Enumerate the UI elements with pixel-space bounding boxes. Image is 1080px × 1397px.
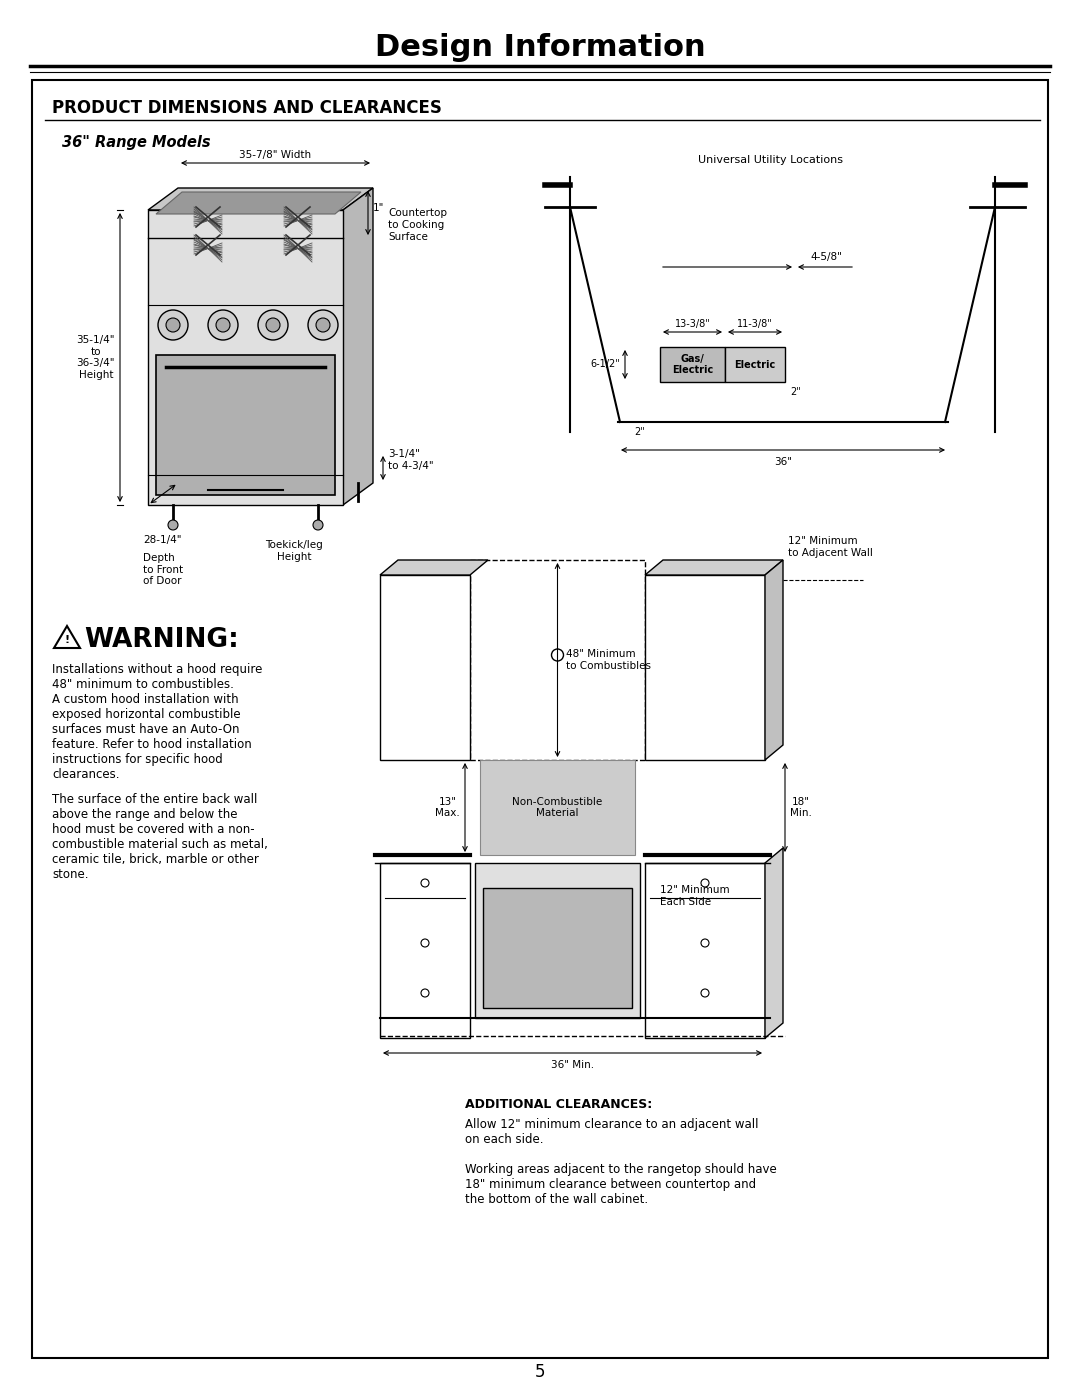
Text: 13-3/8": 13-3/8" — [675, 319, 711, 330]
Text: Installations without a hood require
48" minimum to combustibles.
A custom hood : Installations without a hood require 48"… — [52, 664, 262, 781]
Polygon shape — [343, 189, 373, 504]
Circle shape — [313, 520, 323, 529]
Text: 13"
Max.: 13" Max. — [435, 796, 460, 819]
Text: Allow 12" minimum clearance to an adjacent wall
on each side.

Working areas adj: Allow 12" minimum clearance to an adjace… — [465, 1118, 777, 1206]
Text: Non-Combustible
Material: Non-Combustible Material — [512, 796, 603, 819]
Text: 4-5/8": 4-5/8" — [810, 251, 842, 263]
Text: The surface of the entire back wall
above the range and below the
hood must be c: The surface of the entire back wall abov… — [52, 793, 268, 882]
Bar — [148, 210, 343, 504]
Polygon shape — [54, 626, 80, 648]
Text: WARNING:: WARNING: — [84, 627, 239, 652]
Circle shape — [266, 319, 280, 332]
Circle shape — [701, 989, 708, 997]
Text: 36" Range Models: 36" Range Models — [62, 136, 211, 151]
Text: 6-1/2": 6-1/2" — [591, 359, 620, 369]
Text: Design Information: Design Information — [375, 34, 705, 63]
Bar — [725, 346, 785, 381]
Text: 28-1/4": 28-1/4" — [143, 535, 181, 545]
Text: 5: 5 — [535, 1363, 545, 1382]
Polygon shape — [148, 189, 373, 210]
Text: Universal Utility Locations: Universal Utility Locations — [698, 155, 842, 165]
Circle shape — [258, 310, 288, 339]
Bar — [645, 863, 765, 1038]
Text: 1": 1" — [373, 203, 384, 212]
Text: 11-3/8": 11-3/8" — [738, 319, 773, 330]
Bar — [475, 863, 640, 1018]
Text: 48" Minimum
to Combustibles: 48" Minimum to Combustibles — [566, 650, 650, 671]
Bar — [470, 560, 645, 760]
Bar — [480, 760, 635, 855]
Text: 3-1/4"
to 4-3/4": 3-1/4" to 4-3/4" — [388, 450, 434, 471]
Polygon shape — [765, 848, 783, 1038]
Circle shape — [216, 319, 230, 332]
Text: Gas/
Electric: Gas/ Electric — [672, 353, 713, 376]
Bar — [380, 576, 470, 760]
Text: 2": 2" — [635, 427, 646, 437]
Circle shape — [208, 310, 238, 339]
Polygon shape — [765, 560, 783, 760]
Text: 35-1/4"
to
36-3/4"
Height: 35-1/4" to 36-3/4" Height — [77, 335, 114, 380]
Circle shape — [168, 520, 178, 529]
Circle shape — [308, 310, 338, 339]
Bar — [660, 346, 725, 381]
Text: Countertop
to Cooking
Surface: Countertop to Cooking Surface — [388, 208, 447, 242]
Text: 35-7/8" Width: 35-7/8" Width — [240, 149, 311, 161]
Text: 2": 2" — [789, 387, 800, 397]
Polygon shape — [156, 191, 361, 214]
Circle shape — [552, 650, 564, 661]
Text: Electric: Electric — [734, 359, 775, 369]
Circle shape — [421, 989, 429, 997]
Bar — [380, 863, 470, 1038]
Circle shape — [701, 939, 708, 947]
Circle shape — [316, 319, 330, 332]
Circle shape — [701, 879, 708, 887]
Bar — [645, 576, 765, 760]
Circle shape — [166, 319, 180, 332]
Polygon shape — [380, 560, 488, 576]
Polygon shape — [645, 560, 783, 576]
Text: 36": 36" — [774, 457, 792, 467]
Text: Toekick/leg
Height: Toekick/leg Height — [266, 541, 323, 562]
Text: Depth
to Front
of Door: Depth to Front of Door — [143, 553, 184, 587]
Text: 12" Minimum
Each Side: 12" Minimum Each Side — [660, 886, 730, 907]
Text: PRODUCT DIMENSIONS AND CLEARANCES: PRODUCT DIMENSIONS AND CLEARANCES — [52, 99, 442, 117]
Text: !: ! — [65, 636, 69, 645]
Text: 18"
Min.: 18" Min. — [789, 796, 812, 819]
Bar — [156, 355, 335, 495]
Circle shape — [158, 310, 188, 339]
Text: 36" Min.: 36" Min. — [551, 1060, 594, 1070]
Circle shape — [421, 879, 429, 887]
Bar — [483, 888, 632, 1009]
Text: 12" Minimum
to Adjacent Wall: 12" Minimum to Adjacent Wall — [788, 536, 873, 557]
Text: ADDITIONAL CLEARANCES:: ADDITIONAL CLEARANCES: — [465, 1098, 652, 1111]
Circle shape — [421, 939, 429, 947]
